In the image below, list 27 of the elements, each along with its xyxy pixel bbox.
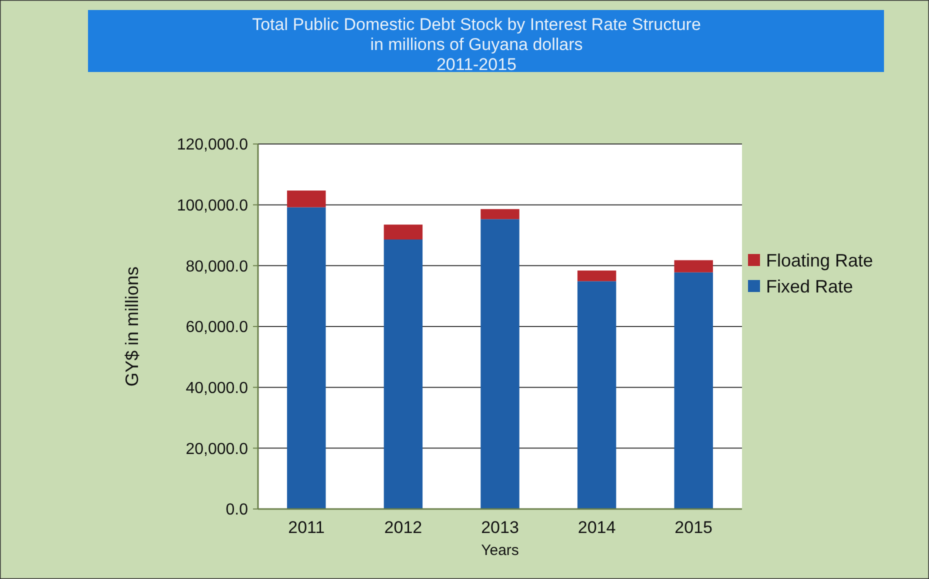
bar <box>674 272 713 509</box>
x-axis-title: Years <box>481 542 519 559</box>
chart-title: Total Public Domestic Debt Stock by Interest Rate Structure in millions of Guyana dollars 2011-2015 <box>252 15 701 74</box>
y-tick-label: 100,000.0 <box>176 197 248 214</box>
bar <box>384 240 423 509</box>
x-tick-label: 2015 <box>674 518 713 537</box>
x-tick-label: 2012 <box>384 518 422 537</box>
y-tick-label: 20,000.0 <box>186 440 248 458</box>
x-tick-label: 2013 <box>481 518 519 537</box>
bar <box>577 281 616 509</box>
y-tick-label: 0.0 <box>226 502 248 519</box>
y-tick-label: 80,000.0 <box>186 258 248 276</box>
x-tick-label: 2014 <box>578 518 616 537</box>
y-tick-label: 60,000.0 <box>186 319 248 336</box>
legend-label: Fixed Rate <box>766 276 854 296</box>
legend-label: Floating Rate <box>766 250 874 270</box>
y-tick-label: 120,000.0 <box>176 136 248 154</box>
bar <box>287 190 326 208</box>
bar <box>384 224 423 240</box>
bar <box>287 207 326 509</box>
bar <box>480 219 520 509</box>
bar <box>577 270 616 282</box>
y-axis-title: GY$ in millions <box>122 266 142 387</box>
x-tick-label: 2011 <box>288 518 325 537</box>
bar <box>674 260 713 272</box>
bar <box>480 209 520 220</box>
y-tick-label: 40,000.0 <box>186 380 248 397</box>
